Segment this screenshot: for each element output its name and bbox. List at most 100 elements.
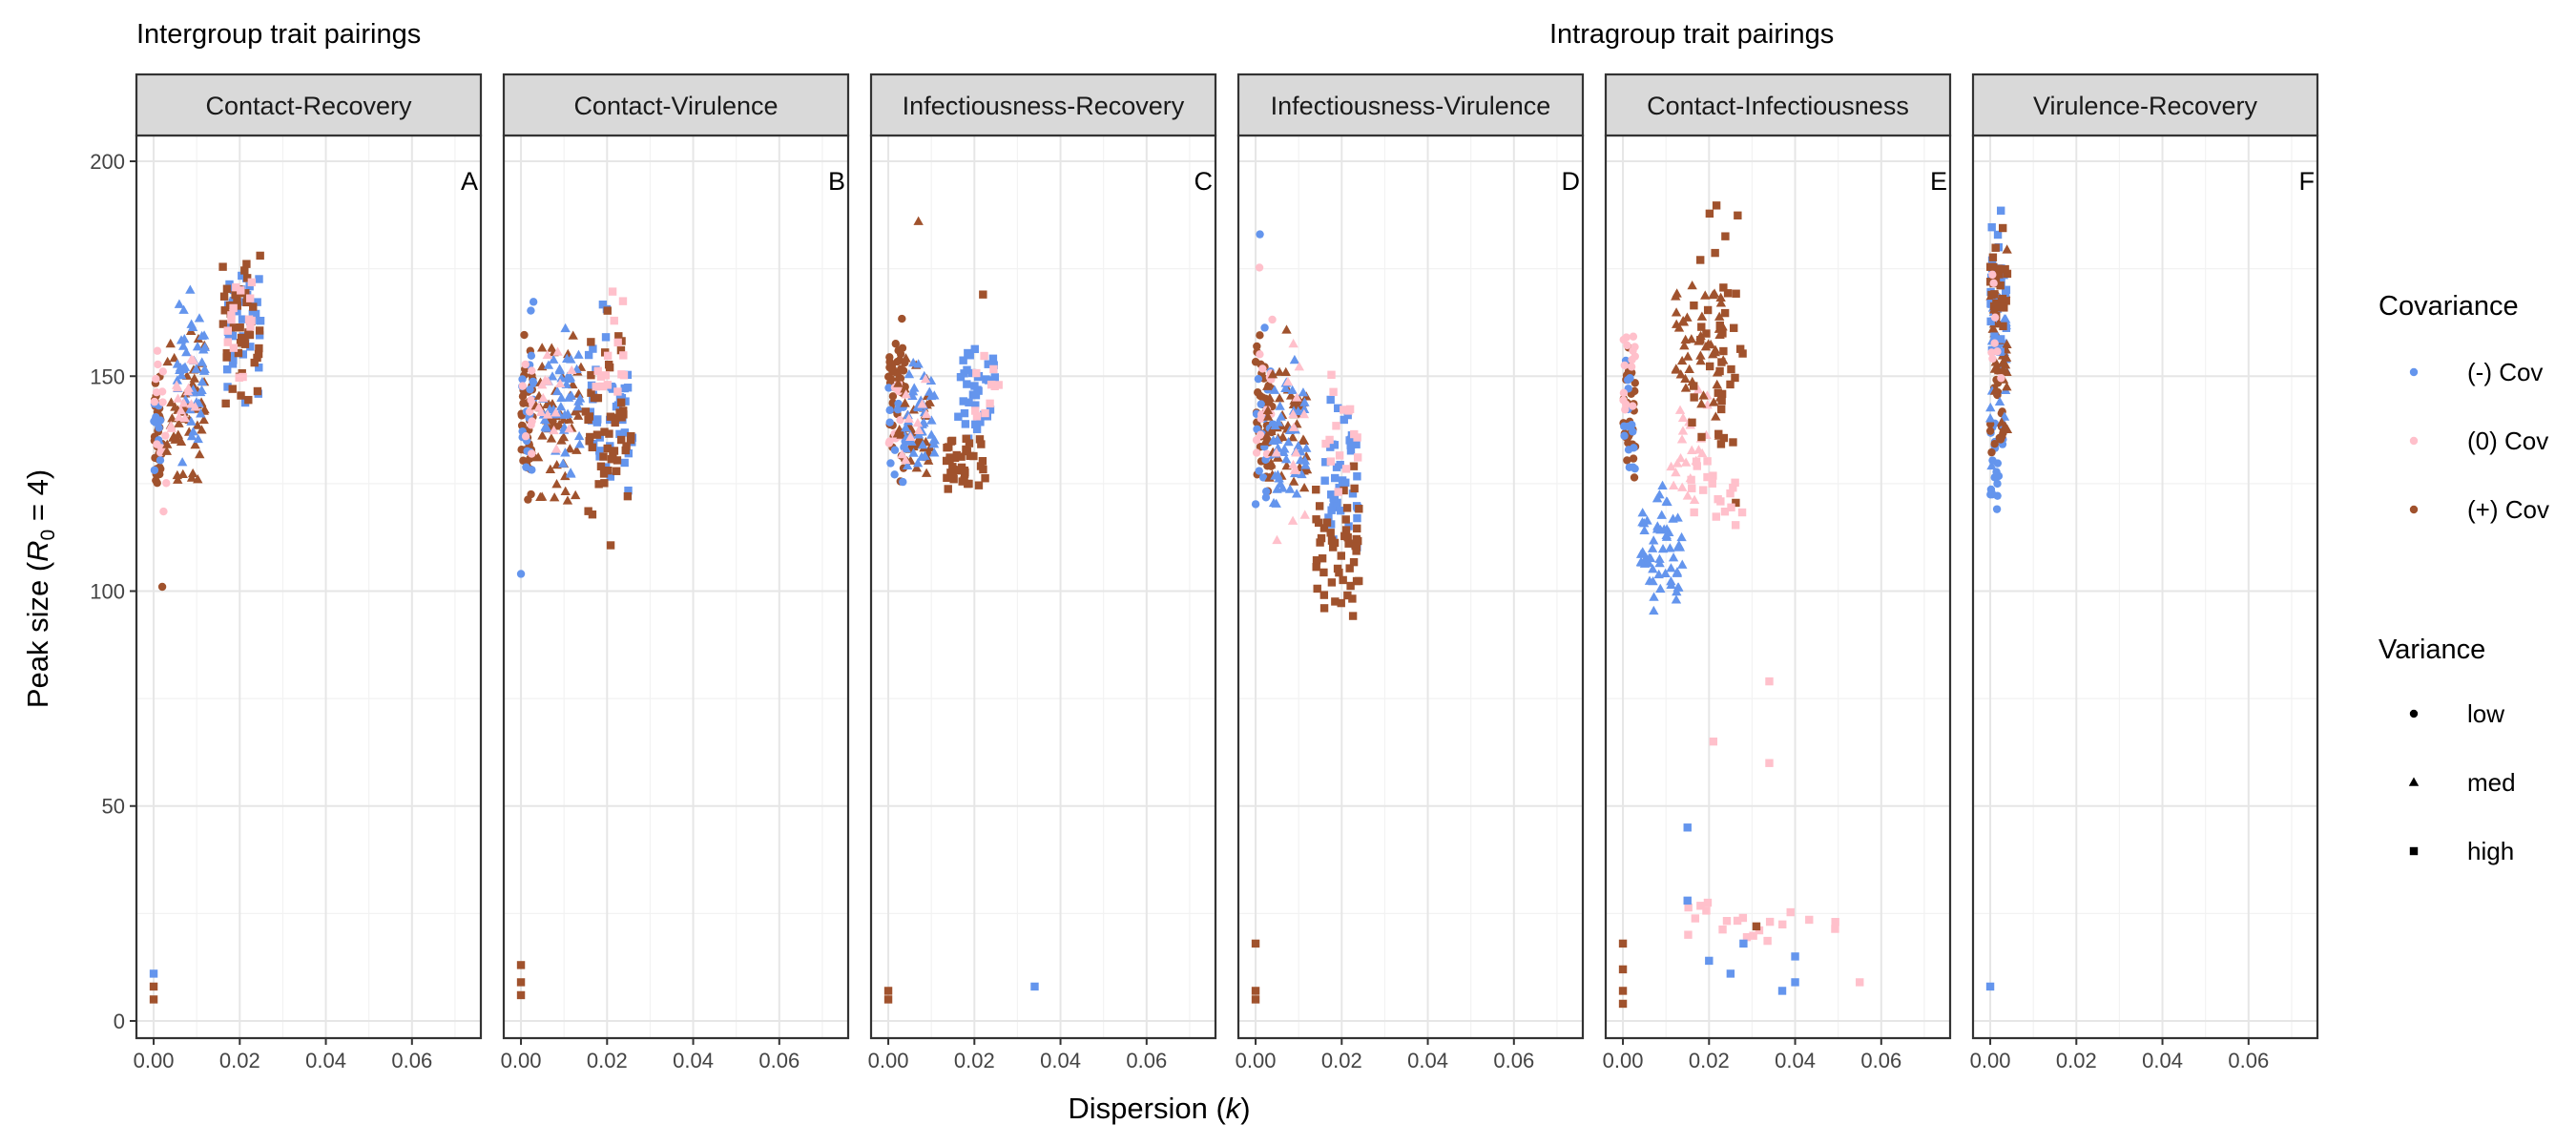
data-point bbox=[959, 397, 967, 406]
data-point bbox=[1698, 390, 1709, 400]
data-point bbox=[616, 435, 626, 445]
data-point bbox=[1672, 567, 1683, 576]
data-point bbox=[149, 995, 158, 1004]
data-point bbox=[1620, 431, 1629, 440]
data-point bbox=[1618, 939, 1628, 948]
data-point bbox=[1696, 399, 1707, 408]
data-point bbox=[1680, 334, 1691, 344]
data-point bbox=[229, 344, 239, 352]
data-point bbox=[608, 383, 616, 392]
data-point bbox=[1668, 552, 1679, 562]
x-tick-label: 0.00 bbox=[1236, 1049, 1277, 1072]
data-point bbox=[912, 401, 923, 411]
data-point bbox=[241, 289, 250, 298]
data-point bbox=[1691, 914, 1700, 923]
data-point bbox=[571, 445, 582, 454]
data-point bbox=[592, 418, 602, 427]
y-axis-label: Peak size (R0 = 4) bbox=[21, 469, 59, 708]
data-point bbox=[972, 368, 981, 378]
data-point bbox=[178, 398, 189, 407]
data-point bbox=[1702, 906, 1711, 915]
data-point bbox=[1657, 480, 1668, 489]
gridlines bbox=[1238, 135, 1583, 1038]
data-point bbox=[1252, 448, 1261, 457]
data-point bbox=[1352, 547, 1361, 555]
data-point bbox=[1276, 411, 1286, 421]
data-point bbox=[165, 338, 176, 348]
data-point bbox=[1765, 759, 1774, 767]
data-point bbox=[586, 432, 594, 442]
data-point bbox=[1648, 564, 1658, 573]
data-point bbox=[554, 364, 565, 375]
data-point bbox=[1341, 526, 1351, 534]
data-point bbox=[159, 507, 168, 516]
data-point bbox=[196, 408, 206, 418]
data-point bbox=[1319, 568, 1328, 577]
data-point bbox=[611, 418, 619, 427]
data-point bbox=[586, 407, 595, 416]
data-point bbox=[994, 381, 1003, 389]
data-point bbox=[970, 382, 979, 390]
y-tick-label: 100 bbox=[90, 580, 125, 604]
strip-label: Contact-Infectiousness bbox=[1647, 92, 1909, 120]
data-point bbox=[1268, 315, 1277, 324]
data-point bbox=[989, 361, 998, 369]
data-point bbox=[1991, 243, 2000, 252]
data-point bbox=[1264, 392, 1276, 403]
data-point bbox=[1739, 939, 1748, 948]
data-point bbox=[600, 479, 609, 488]
x-tick-label: 0.00 bbox=[1603, 1049, 1644, 1072]
data-point bbox=[921, 408, 932, 419]
data-point bbox=[197, 330, 207, 341]
data-point bbox=[1777, 987, 1787, 995]
data-point bbox=[2002, 244, 2012, 254]
data-point bbox=[1355, 505, 1363, 513]
data-point bbox=[572, 410, 584, 420]
legend-key-low bbox=[2409, 709, 2419, 718]
data-point bbox=[1268, 435, 1279, 446]
data-point bbox=[1320, 476, 1329, 485]
data-point bbox=[592, 382, 600, 391]
data-point bbox=[185, 404, 196, 414]
x-tick-label: 0.00 bbox=[868, 1049, 909, 1072]
data-point bbox=[1671, 468, 1681, 477]
data-point bbox=[1265, 459, 1277, 469]
data-point bbox=[254, 349, 263, 359]
data-point bbox=[1996, 417, 2007, 427]
data-point bbox=[961, 420, 970, 428]
data-point bbox=[1327, 370, 1336, 379]
data-point bbox=[1671, 364, 1681, 373]
legend: Covariance (-) Cov (0) Cov (+) Cov Varianc… bbox=[2379, 291, 2549, 865]
data-point bbox=[1682, 351, 1693, 361]
data-point bbox=[161, 431, 170, 440]
legend-title-covariance: Covariance bbox=[2379, 291, 2519, 322]
data-point bbox=[1712, 512, 1720, 521]
data-point bbox=[1700, 290, 1711, 300]
data-point bbox=[1346, 447, 1356, 455]
data-point bbox=[904, 368, 915, 379]
data-point bbox=[1030, 982, 1039, 991]
data-point bbox=[890, 470, 899, 479]
data-point bbox=[158, 367, 167, 376]
data-point bbox=[1986, 490, 1995, 499]
data-point bbox=[161, 446, 173, 455]
data-point bbox=[542, 376, 553, 385]
data-point bbox=[1721, 232, 1730, 240]
data-point bbox=[604, 466, 613, 475]
data-point bbox=[603, 381, 613, 389]
data-point bbox=[984, 360, 992, 368]
data-point bbox=[585, 412, 594, 421]
data-point bbox=[1340, 406, 1348, 414]
data-point bbox=[174, 418, 184, 427]
data-point bbox=[560, 448, 571, 457]
data-point bbox=[1328, 543, 1338, 552]
data-point bbox=[1697, 432, 1706, 442]
panel-tag: F bbox=[2299, 167, 2316, 196]
data-point bbox=[1990, 313, 2000, 322]
data-point bbox=[592, 430, 602, 439]
data-point bbox=[885, 418, 894, 427]
data-point bbox=[153, 478, 161, 488]
data-point bbox=[223, 364, 232, 374]
data-point bbox=[1627, 363, 1636, 371]
data-point bbox=[893, 378, 904, 387]
